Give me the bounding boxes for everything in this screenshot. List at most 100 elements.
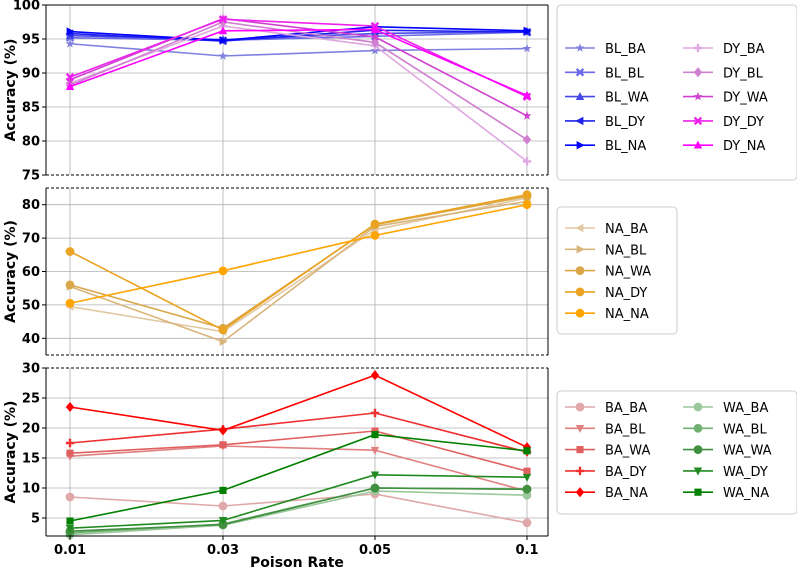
legend-item-NA_NA: NA_NA — [565, 307, 649, 322]
legend-item-BL_BL: BL_BL — [565, 66, 645, 81]
data-point-DY_BL-0.1 — [522, 134, 532, 145]
series-DY_NA — [65, 24, 532, 99]
panel-1: 75 80 85 90 95 100 Accuracy (%) BL_BA BL_BL BL_WA… — [3, 0, 797, 184]
legend-label: NA_NA — [605, 307, 649, 322]
legend-label: BA_BA — [605, 401, 647, 416]
data-point-BA_NA-0.03 — [218, 425, 228, 436]
legend-item-NA_BA: NA_BA — [565, 222, 648, 237]
data-point-BA_DY-0.01 — [65, 438, 75, 448]
series-line-BA_NA — [69, 374, 528, 448]
legend-label: NA_DY — [605, 286, 647, 301]
x-tick-label: 0.03 — [207, 543, 239, 558]
data-point-DY_BA-0.1 — [522, 157, 532, 166]
series-line-BA_WA — [69, 430, 528, 472]
series-line-BA_DY — [69, 412, 528, 453]
data-point-DY_DY-0.01 — [65, 72, 75, 82]
data-point-NA_DY-0.05 — [370, 219, 380, 229]
legend-label: DY_DY — [723, 115, 764, 130]
data-point-WA_NA-0.1 — [523, 447, 531, 455]
x-axis-title: Poison Rate — [250, 555, 344, 571]
series-line-NA_BL — [69, 200, 528, 343]
series-NA_DY — [65, 190, 532, 335]
data-point-BL_BA-0.1 — [522, 43, 532, 53]
legend-label: WA_DY — [723, 465, 768, 480]
series-line-DY_DY — [69, 18, 528, 98]
y-tick-label: 80 — [22, 135, 40, 150]
series-WA_DY — [65, 471, 532, 533]
data-point-BA_WA-0.03 — [219, 441, 227, 449]
data-point-BA_WA-0.01 — [66, 449, 74, 457]
x-tick-label: 0.01 — [54, 543, 86, 558]
legend-box — [556, 390, 797, 515]
legend-marker — [693, 402, 703, 412]
legend-marker — [575, 223, 584, 233]
legend-marker — [575, 402, 585, 412]
legend-label: BA_NA — [605, 486, 648, 501]
legend-item-NA_BL: NA_BL — [565, 243, 647, 258]
legend-marker — [575, 43, 585, 52]
series-line-WA_DY — [69, 473, 528, 529]
y-axis-title: Accuracy (%) — [3, 401, 19, 504]
data-point-WA_WA-0.1 — [522, 484, 532, 494]
data-point-BL_BA-0.03 — [218, 51, 228, 60]
data-point-NA_WA-0.01 — [65, 280, 75, 290]
y-tick-label: 85 — [22, 101, 40, 116]
legend-item-DY_DY: DY_DY — [683, 115, 764, 130]
x-tick-label: 0.05 — [359, 543, 391, 558]
legend-marker — [693, 116, 703, 126]
legend-label: DY_WA — [723, 91, 768, 106]
legend-label: BL_NA — [605, 139, 646, 154]
data-point-BA_NA-0.01 — [65, 401, 75, 413]
series-line-BA_BL — [69, 445, 528, 492]
legend-3: BA_BA BA_BL BA_WA BA_DY BA_NA WA_BA WA_BL WA_WA… — [556, 390, 797, 515]
legend-item-WA_BL: WA_BL — [683, 422, 767, 437]
data-point-BL_BA-0.01 — [65, 38, 75, 48]
legend-marker — [693, 423, 703, 433]
legend-label: NA_WA — [605, 265, 651, 280]
data-point-BA_DY-0.05 — [370, 408, 380, 418]
y-tick-label: 70 — [22, 232, 40, 247]
y-tick-label: 5 — [31, 512, 40, 527]
legend-marker — [576, 446, 584, 454]
data-point-NA_BL-0.03 — [219, 337, 228, 346]
series-BL_NA — [66, 22, 532, 45]
y-tick-label: 100 — [13, 0, 40, 14]
series-line-DY_NA — [69, 28, 528, 97]
legend-marker — [693, 445, 703, 454]
legend-label: BL_DY — [605, 115, 645, 130]
y-tick-label: 80 — [22, 198, 40, 213]
legend-item-BA_BA: BA_BA — [565, 401, 647, 416]
y-tick-label: 25 — [22, 392, 40, 407]
legend-marker — [575, 287, 585, 297]
legend-item-BA_BL: BA_BL — [565, 422, 646, 437]
data-point-NA_DY-0.01 — [65, 247, 75, 256]
y-tick-label: 30 — [22, 362, 40, 377]
series-line-NA_NA — [69, 203, 528, 305]
y-axis-title: Accuracy (%) — [3, 39, 19, 142]
data-point-NA_NA-0.03 — [218, 266, 228, 276]
data-point-DY_WA-0.1 — [522, 111, 532, 120]
legend-item-BL_BA: BL_BA — [565, 42, 646, 57]
data-point-BL_NA-0.1 — [523, 26, 532, 36]
data-point-DY_NA-0.05 — [370, 24, 380, 33]
legend-marker — [575, 424, 585, 433]
data-point-NA_DY-0.03 — [218, 325, 228, 335]
legend-item-WA_WA: WA_WA — [683, 444, 772, 459]
panel-3: 5 10 15 20 25 30 Accuracy (%) 0.01 0.03 0.05 0.1 Po… — [3, 362, 797, 571]
y-axis-title: Accuracy (%) — [3, 220, 19, 323]
legend-item-WA_DY: WA_DY — [683, 465, 768, 480]
data-point-DY_NA-0.01 — [65, 81, 75, 90]
data-point-WA_DY-0.01 — [65, 524, 75, 533]
data-point-BL_BA-0.05 — [370, 45, 380, 55]
series-line-BL_NA — [69, 25, 528, 42]
series-line-BA_BA — [69, 493, 528, 524]
y-tick-label: 40 — [22, 332, 40, 347]
legend-marker — [575, 266, 585, 275]
series-line-NA_DY — [69, 193, 528, 331]
y-tick-label: 75 — [22, 169, 40, 184]
data-point-WA_NA-0.01 — [66, 517, 74, 525]
data-point-BL_NA-0.01 — [66, 27, 75, 36]
series-BA_WA — [66, 427, 531, 475]
legend-label: WA_BA — [723, 401, 768, 416]
